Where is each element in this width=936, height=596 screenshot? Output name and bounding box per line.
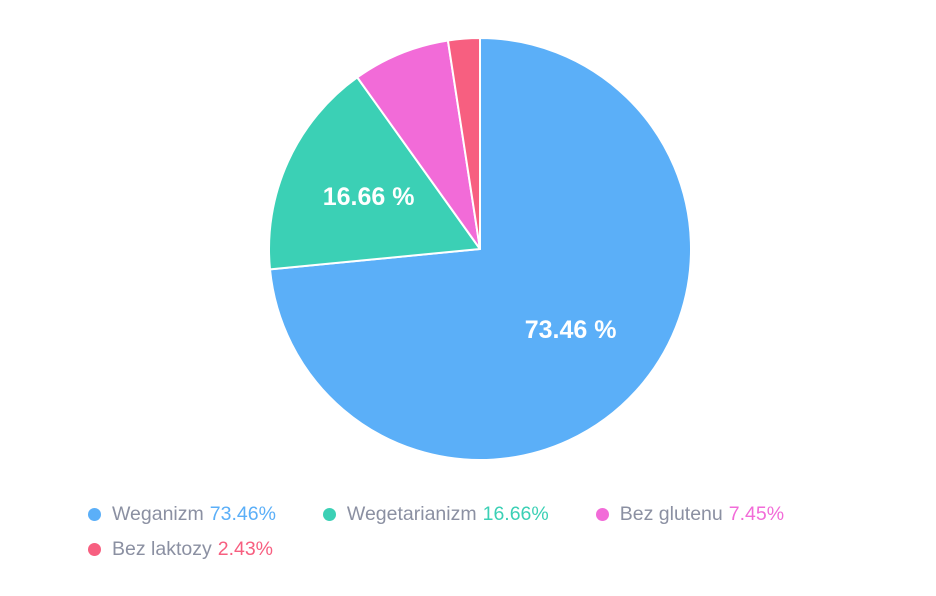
legend-dot-bez-laktozy-icon (88, 543, 101, 556)
legend-dot-bez-glutenu-icon (595, 508, 609, 521)
legend-value: 73.46% (209, 503, 276, 525)
pie-slice-bez-glutenu[interactable] (356, 39, 481, 250)
legend-dot-wegetarianizm-icon (322, 508, 336, 521)
legend-item-bez-laktozy[interactable]: Bez laktozy 2.43% (88, 538, 273, 561)
legend-value: 7.45% (728, 503, 785, 525)
legend-label: Weganizm (112, 503, 204, 525)
legend-item-bez-glutenu[interactable]: Bez glutenu 7.45% (595, 503, 785, 526)
slice-label-wegetarianizm: 16.66 % (323, 183, 415, 211)
legend-label: Bez laktozy (112, 538, 212, 560)
legend-label: Bez glutenu (619, 503, 723, 525)
legend-value: 2.43% (217, 538, 274, 560)
legend-value: 16.66% (482, 503, 549, 525)
slice-label-weganizm: 73.46 % (525, 316, 617, 344)
legend-dot-weganizm-icon (88, 508, 101, 521)
legend: Weganizm 73.46% Wegetarianizm 16.66% Bez… (88, 503, 908, 561)
legend-item-weganizm[interactable]: Weganizm 73.46% (88, 503, 276, 526)
pie-slice-bez-laktozy[interactable] (446, 36, 481, 250)
legend-label: Wegetarianizm (346, 503, 477, 525)
legend-item-wegetarianizm[interactable]: Wegetarianizm 16.66% (322, 503, 549, 526)
pie-slice-wegetarianizm[interactable] (268, 76, 481, 271)
pie-chart: 73.46 % 16.66 % (268, 36, 692, 461)
